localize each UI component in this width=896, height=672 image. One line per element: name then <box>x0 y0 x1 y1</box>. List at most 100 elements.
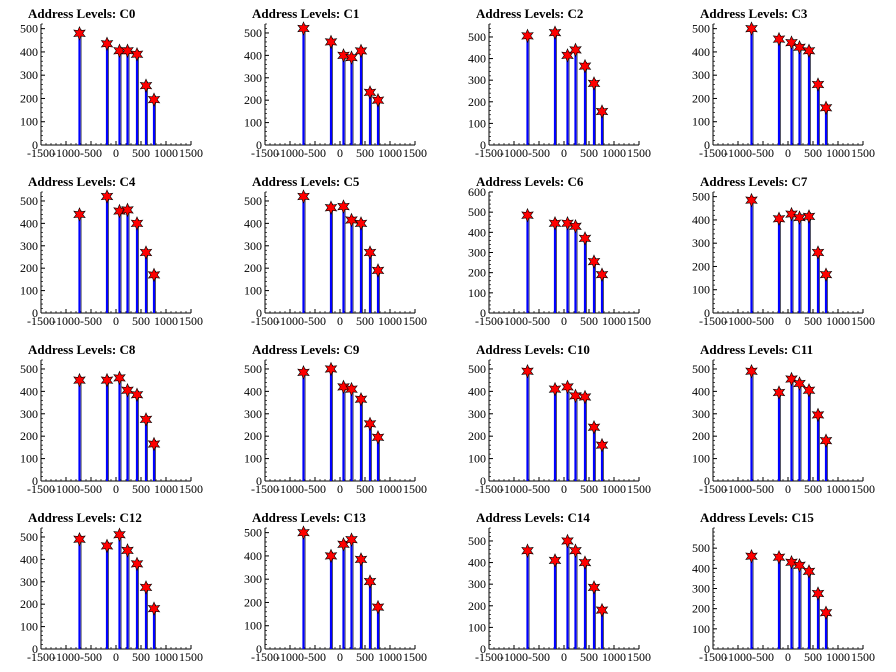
y-tick-label: 100 <box>468 620 486 634</box>
peak-marker-star <box>354 391 368 407</box>
peak-marker-star <box>785 206 798 222</box>
x-tick-label: -1500 <box>251 314 279 328</box>
peak-marker-star <box>337 199 350 214</box>
peak-bar <box>600 445 604 481</box>
peak-bar <box>798 217 801 313</box>
y-tick-label: 400 <box>244 549 262 563</box>
peak-marker-star <box>371 599 385 615</box>
x-tick-label: -1500 <box>251 482 279 496</box>
y-tick-label: 300 <box>244 572 262 586</box>
peak-marker-star <box>121 382 134 398</box>
y-tick-label: 600 <box>468 185 486 199</box>
y-tick-label: 400 <box>468 384 486 398</box>
y-tick-label: 100 <box>20 620 38 634</box>
chart-panel-9: Address Levels: C90100200300400500-1500-… <box>244 342 427 496</box>
peak-bar <box>78 539 81 649</box>
peak-bar <box>350 57 353 145</box>
x-tick-label: -1000 <box>724 650 752 664</box>
x-tick-label: 500 <box>356 650 374 664</box>
chart-panel-12: Address Levels: C12 0 100 200 300 400 500 -1500… <box>20 510 203 664</box>
y-tick-label: 500 <box>468 205 486 219</box>
peak-marker-star <box>521 28 534 44</box>
chart-title: Address Levels: C14 <box>476 510 590 525</box>
peak-marker-star <box>354 43 368 59</box>
y-tick-label: 300 <box>244 71 262 85</box>
y-tick-label: 500 <box>244 194 262 208</box>
y-tick-label: 0 <box>256 474 262 488</box>
x-tick-label: 0 <box>561 146 567 160</box>
peak-marker-star <box>745 363 758 379</box>
y-tick-label: 0 <box>256 306 262 320</box>
chart-title: Address Levels: C6 <box>476 174 584 189</box>
peak-marker-star <box>548 553 562 568</box>
y-tick-label: 0 <box>256 138 262 152</box>
peak-bar <box>105 380 109 481</box>
y-tick-label: 500 <box>244 526 262 540</box>
x-tick-label: 500 <box>356 482 374 496</box>
peak-marker-star <box>561 379 574 395</box>
x-tick-label: 1000 <box>154 482 178 496</box>
peak-bar <box>824 612 828 649</box>
x-tick-label: -1500 <box>699 650 727 664</box>
peak-bar <box>126 50 129 146</box>
peak-bar <box>592 261 596 313</box>
y-tick-label: 0 <box>704 642 710 656</box>
y-tick-label: 300 <box>468 577 486 591</box>
y-tick-label: 400 <box>468 225 486 239</box>
peak-bar <box>342 544 345 649</box>
peak-bar <box>816 252 820 313</box>
peak-bar <box>359 399 363 481</box>
peak-marker-star <box>73 372 86 388</box>
chart-title: Address Levels: C12 <box>28 510 142 525</box>
peak-bar <box>798 47 801 146</box>
y-tick-label: 300 <box>468 73 486 87</box>
peak-bar <box>105 43 109 145</box>
x-tick-label: 0 <box>785 314 791 328</box>
peak-bar <box>135 394 139 481</box>
x-tick-label: -500 <box>752 482 774 496</box>
x-tick-label: -1500 <box>699 482 727 496</box>
peak-marker-star <box>785 555 798 570</box>
peak-bar <box>78 380 81 481</box>
x-tick-label: -500 <box>80 650 102 664</box>
peak-bar <box>566 55 569 146</box>
x-tick-label: -500 <box>80 146 102 160</box>
peak-bar <box>152 99 156 145</box>
peak-marker-star <box>371 430 385 445</box>
y-tick-label: 100 <box>20 284 38 298</box>
x-tick-label: -500 <box>304 146 326 160</box>
y-tick-label: 500 <box>468 534 486 548</box>
x-tick-label: 0 <box>337 146 343 160</box>
peak-bar <box>302 532 305 649</box>
x-tick-label: -1000 <box>500 650 528 664</box>
peak-marker-star <box>337 379 350 395</box>
peak-marker-star <box>595 104 609 119</box>
peak-marker-star <box>561 215 574 231</box>
x-tick-label: -1000 <box>500 482 528 496</box>
peak-marker-star <box>587 419 601 435</box>
x-tick-label: 1000 <box>602 146 626 160</box>
peak-bar <box>126 209 129 313</box>
y-tick-label: 0 <box>704 474 710 488</box>
peak-bar <box>350 220 353 313</box>
x-tick-label: -1500 <box>475 482 503 496</box>
peak-bar <box>750 28 753 145</box>
x-tick-label: 500 <box>356 314 374 328</box>
x-tick-label: 1500 <box>851 650 875 664</box>
peak-bar <box>302 372 305 481</box>
y-tick-label: 200 <box>692 259 710 273</box>
x-tick-label: -1500 <box>27 314 55 328</box>
x-tick-label: 1500 <box>851 482 875 496</box>
peak-bar <box>144 587 148 649</box>
peak-bar <box>376 607 380 649</box>
peak-marker-star <box>811 77 825 92</box>
x-tick-label: 1500 <box>627 314 651 328</box>
peak-bar <box>807 571 811 649</box>
chart-panel-8: Address Levels: C80100200300400500-1500-… <box>20 342 203 496</box>
x-tick-label: 1500 <box>179 650 203 664</box>
y-tick-label: 0 <box>704 306 710 320</box>
peak-marker-star <box>811 407 825 423</box>
x-tick-label: -1000 <box>52 650 80 664</box>
x-tick-label: 1000 <box>602 650 626 664</box>
y-tick-label: 400 <box>20 384 38 398</box>
